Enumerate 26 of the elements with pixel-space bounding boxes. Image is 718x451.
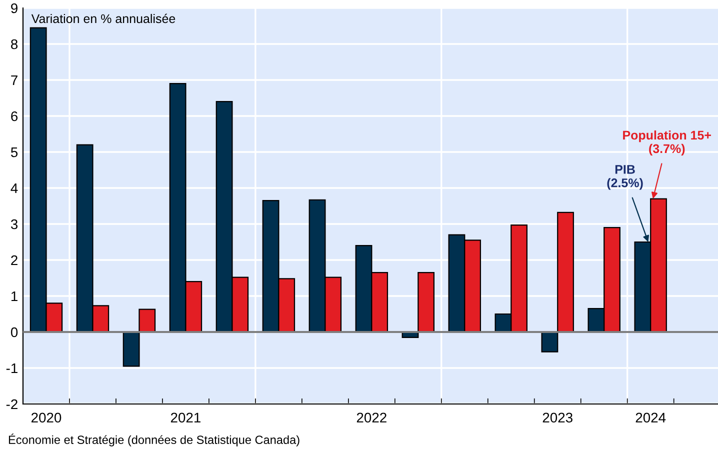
- text: Économie et Stratégie (données de Statistique Canada): [8, 434, 300, 446]
- x-tick-label: 2024: [636, 412, 666, 423]
- y-tick-label: 6: [11, 111, 18, 122]
- annotation: Population 15+ (3.7%): [623, 130, 711, 156]
- bar: [122, 331, 140, 367]
- y-tick-label: 2: [11, 255, 18, 266]
- x-tick-label: 2022: [356, 412, 386, 423]
- y-axis-title: Variation en % annualisée: [31, 14, 176, 24]
- y-tick-label: 7: [11, 75, 18, 86]
- y-tick-label: 1: [11, 291, 18, 302]
- y-tick-label: -1: [6, 363, 18, 374]
- bar: [541, 331, 558, 352]
- x-tick-label: 2021: [170, 412, 200, 423]
- y-tick-label: 3: [10, 219, 18, 230]
- y-tick-label: 0: [10, 327, 18, 338]
- bar: [557, 212, 574, 333]
- y-tick-label: 4: [10, 183, 18, 194]
- bar: [418, 272, 435, 333]
- y-tick-label: 5: [10, 147, 18, 158]
- y-tick-label: 9: [11, 3, 18, 14]
- x-tick-label: 2020: [31, 412, 62, 423]
- bar: [138, 308, 156, 333]
- x-tick-label: 2023: [542, 412, 572, 423]
- annotation: PIB (2.5%): [607, 165, 643, 190]
- y-tick-label: -2: [6, 399, 18, 410]
- y-tick-label: 8: [11, 39, 18, 50]
